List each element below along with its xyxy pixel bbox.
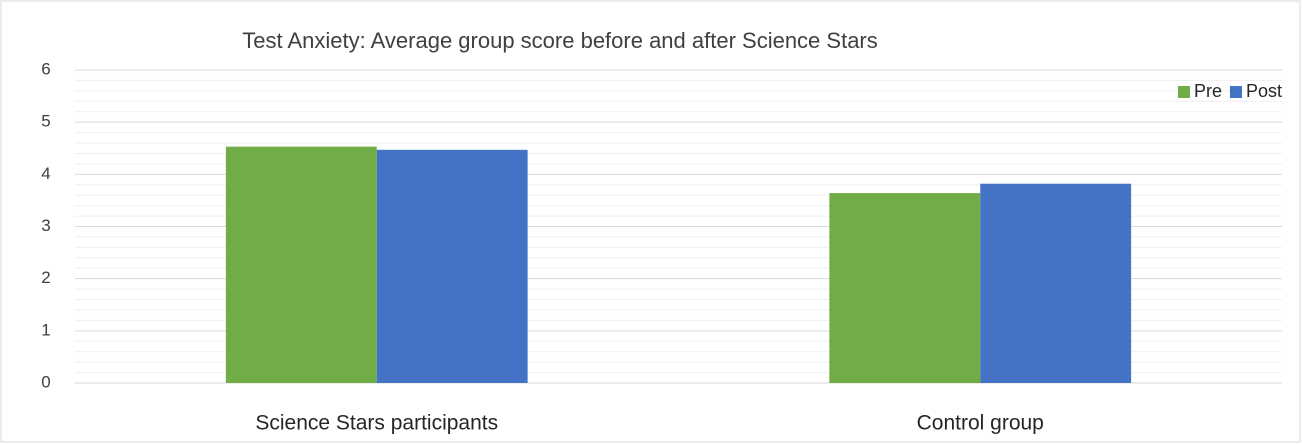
legend-label: Pre xyxy=(1194,81,1222,101)
y-tick-label: 6 xyxy=(41,59,50,78)
bar xyxy=(376,149,528,383)
y-tick-label: 4 xyxy=(41,164,50,183)
bar xyxy=(225,146,377,383)
bar xyxy=(980,183,1132,383)
y-tick-label: 5 xyxy=(41,112,50,131)
y-tick-label: 0 xyxy=(41,372,50,391)
y-tick-label: 2 xyxy=(41,268,50,287)
bar xyxy=(829,193,981,383)
y-tick-label: 3 xyxy=(41,216,50,235)
chart-title: Test Anxiety: Average group score before… xyxy=(242,28,878,53)
legend-swatch xyxy=(1229,86,1242,98)
x-tick-label: Science Stars participants xyxy=(255,412,498,435)
x-tick-label: Control group xyxy=(917,412,1044,435)
legend-swatch xyxy=(1177,86,1190,98)
legend-label: Post xyxy=(1246,81,1282,101)
y-tick-label: 1 xyxy=(41,320,50,339)
